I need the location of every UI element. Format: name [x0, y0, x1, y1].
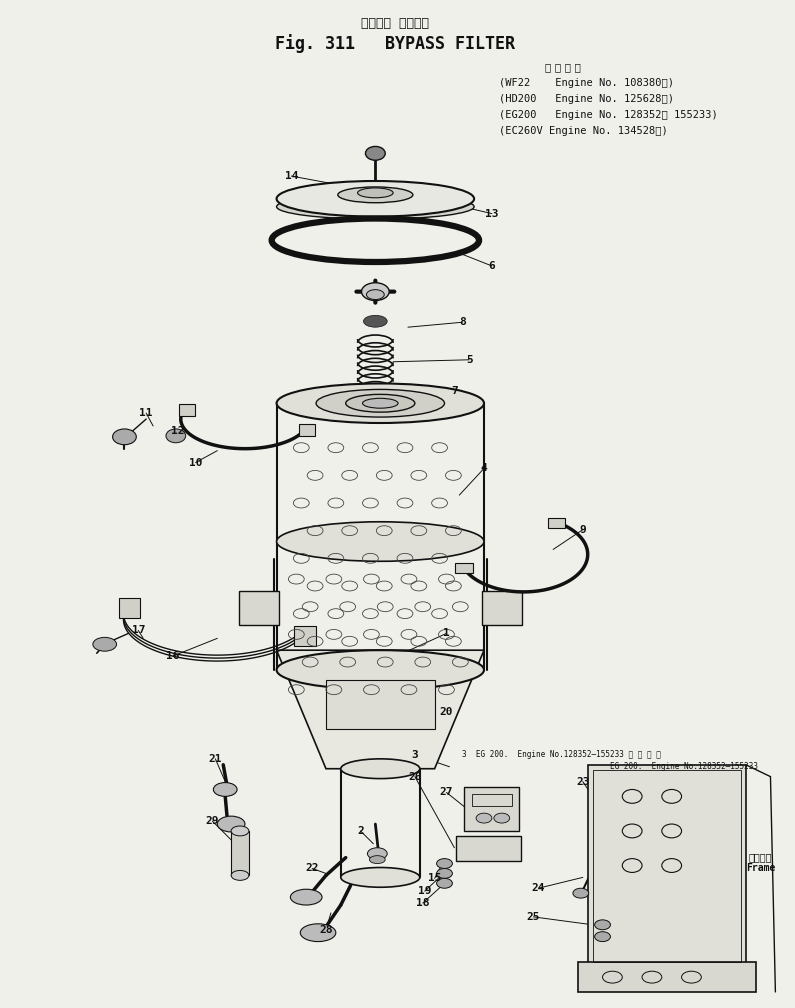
- Bar: [179, 404, 195, 416]
- Ellipse shape: [346, 394, 415, 412]
- Text: 適 用 号 機: 適 用 号 機: [545, 62, 581, 73]
- Ellipse shape: [277, 195, 474, 219]
- Text: 22: 22: [305, 864, 319, 874]
- Ellipse shape: [316, 389, 444, 417]
- Ellipse shape: [595, 920, 611, 929]
- Text: (EC260V Engine No. 134528～): (EC260V Engine No. 134528～): [498, 126, 668, 136]
- Ellipse shape: [436, 869, 452, 878]
- Ellipse shape: [436, 859, 452, 869]
- Ellipse shape: [494, 813, 510, 824]
- Ellipse shape: [366, 289, 384, 299]
- Ellipse shape: [231, 871, 249, 880]
- Text: 12: 12: [171, 426, 184, 435]
- Bar: [578, 963, 755, 992]
- Ellipse shape: [341, 868, 420, 887]
- Ellipse shape: [436, 878, 452, 888]
- Ellipse shape: [277, 522, 484, 561]
- Ellipse shape: [113, 429, 136, 445]
- Text: 21: 21: [208, 754, 222, 764]
- Ellipse shape: [363, 316, 387, 328]
- Text: (EG200   Engine No. 128352～ 155233): (EG200 Engine No. 128352～ 155233): [498, 110, 718, 120]
- Text: Fig. 311   BYPASS FILTER: Fig. 311 BYPASS FILTER: [275, 34, 515, 53]
- Ellipse shape: [595, 931, 611, 941]
- Ellipse shape: [476, 813, 492, 824]
- Text: 27: 27: [440, 787, 453, 797]
- Ellipse shape: [367, 848, 387, 860]
- Text: 11: 11: [139, 408, 153, 418]
- Ellipse shape: [277, 383, 484, 423]
- Text: 24: 24: [532, 883, 545, 893]
- Bar: [118, 598, 141, 618]
- Text: バイパス  フィルタ: バイパス フィルタ: [361, 17, 429, 30]
- Text: 18: 18: [416, 898, 429, 908]
- Text: 6: 6: [489, 261, 495, 271]
- Bar: [294, 626, 316, 646]
- Ellipse shape: [301, 923, 335, 941]
- Text: 9: 9: [580, 525, 586, 534]
- Bar: [592, 770, 741, 963]
- Bar: [300, 424, 315, 436]
- Text: 5: 5: [466, 355, 472, 365]
- Bar: [548, 518, 565, 528]
- Text: 10: 10: [189, 458, 203, 468]
- Text: 16: 16: [166, 651, 180, 661]
- Ellipse shape: [166, 429, 186, 443]
- Ellipse shape: [573, 888, 589, 898]
- Bar: [231, 831, 249, 875]
- Ellipse shape: [370, 856, 386, 864]
- Ellipse shape: [341, 759, 420, 778]
- Ellipse shape: [231, 826, 249, 836]
- Text: 2: 2: [357, 826, 364, 836]
- Text: 3  EG 200.  Engine No.128352―155233 適 用 号 機: 3 EG 200. Engine No.128352―155233 適 用 号 …: [462, 750, 661, 759]
- Ellipse shape: [93, 637, 117, 651]
- Text: 28: 28: [320, 924, 333, 934]
- Text: 4: 4: [481, 464, 487, 474]
- Text: 14: 14: [285, 171, 298, 181]
- Ellipse shape: [362, 282, 390, 300]
- Bar: [456, 836, 521, 861]
- Text: 29: 29: [206, 816, 219, 827]
- Text: 13: 13: [485, 209, 498, 219]
- Bar: [239, 591, 278, 626]
- Text: EG 200.  Engine No.128352―155233: EG 200. Engine No.128352―155233: [611, 762, 758, 771]
- Ellipse shape: [358, 187, 394, 198]
- Text: 7: 7: [451, 386, 458, 396]
- Ellipse shape: [213, 782, 237, 796]
- Bar: [456, 563, 473, 574]
- Polygon shape: [277, 650, 484, 769]
- Text: フレーム: フレーム: [749, 853, 772, 863]
- Text: 8: 8: [459, 318, 466, 328]
- Text: (HD200   Engine No. 125628～): (HD200 Engine No. 125628～): [498, 94, 674, 104]
- Bar: [482, 591, 522, 626]
- Bar: [472, 794, 512, 806]
- Ellipse shape: [277, 181, 474, 217]
- Text: (WF22    Engine No. 108380～): (WF22 Engine No. 108380～): [498, 79, 674, 89]
- Text: 26: 26: [408, 772, 421, 781]
- Text: 15: 15: [428, 873, 441, 883]
- Bar: [326, 679, 435, 729]
- Ellipse shape: [290, 889, 322, 905]
- Text: Frame: Frame: [746, 864, 775, 874]
- Text: 1: 1: [443, 628, 450, 638]
- Text: 17: 17: [131, 625, 145, 635]
- Ellipse shape: [366, 146, 386, 160]
- Text: 23: 23: [576, 776, 590, 786]
- Ellipse shape: [338, 186, 413, 203]
- Text: 3: 3: [412, 750, 418, 760]
- Bar: [588, 765, 746, 968]
- Text: 19: 19: [418, 886, 432, 896]
- Text: 25: 25: [526, 912, 540, 922]
- Bar: [464, 786, 518, 831]
- Ellipse shape: [277, 650, 484, 689]
- Text: 20: 20: [440, 708, 453, 718]
- Ellipse shape: [363, 398, 398, 408]
- Ellipse shape: [217, 816, 245, 832]
